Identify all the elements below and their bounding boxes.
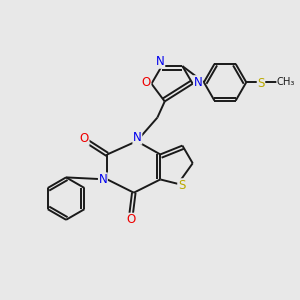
Text: O: O — [126, 213, 136, 226]
Text: N: N — [194, 76, 202, 89]
Text: S: S — [178, 179, 185, 192]
Text: CH₃: CH₃ — [277, 77, 295, 87]
Text: S: S — [257, 77, 265, 90]
Text: N: N — [133, 131, 142, 144]
Text: O: O — [142, 76, 151, 89]
Text: O: O — [80, 132, 89, 145]
Text: N: N — [156, 55, 165, 68]
Text: N: N — [98, 173, 107, 186]
